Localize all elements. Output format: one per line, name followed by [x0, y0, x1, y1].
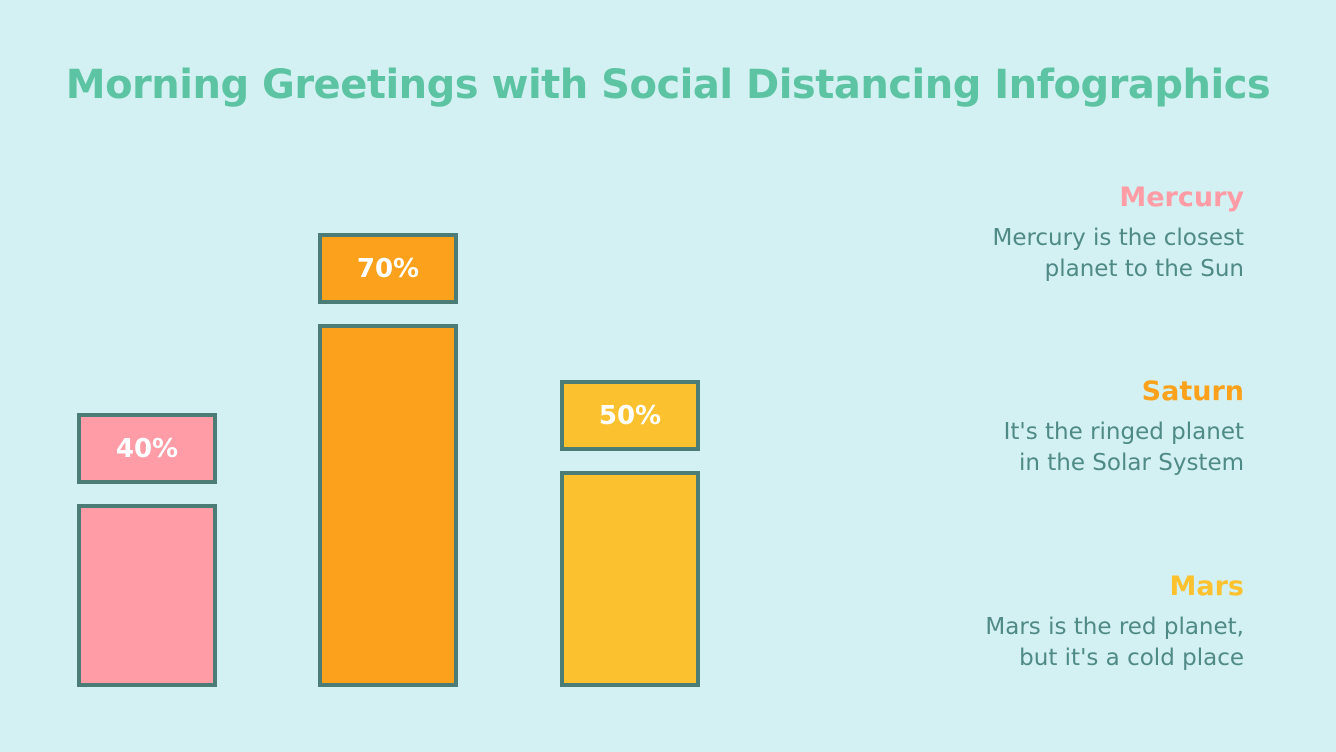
data-label: 40% — [77, 413, 217, 484]
legend-desc: Mars is the red planet, — [985, 614, 1244, 640]
legend-name: Mercury — [1119, 182, 1244, 213]
legend-item-saturn: Saturn It's the ringed planet in the Sol… — [1004, 376, 1244, 479]
legend-desc: Mercury is the closest — [992, 225, 1244, 251]
bar-mars — [560, 471, 700, 687]
legend-desc: but it's a cold place — [1019, 645, 1244, 671]
legend-name: Mars — [1169, 571, 1244, 602]
legend-desc: in the Solar System — [1018, 450, 1244, 476]
legend-desc: It's the ringed planet — [1003, 419, 1244, 445]
bar-mercury — [77, 504, 217, 687]
legend-item-mars: Mars Mars is the red planet, but it's a … — [985, 571, 1244, 674]
legend-item-mercury: Mercury Mercury is the closest planet to… — [992, 182, 1244, 285]
data-label: 70% — [318, 233, 458, 304]
data-label: 50% — [560, 380, 700, 451]
legend-name: Saturn — [1141, 376, 1244, 407]
page-title: Morning Greetings with Social Distancing… — [65, 62, 1271, 108]
legend-desc: planet to the Sun — [1044, 256, 1244, 282]
bar-saturn — [318, 324, 458, 687]
